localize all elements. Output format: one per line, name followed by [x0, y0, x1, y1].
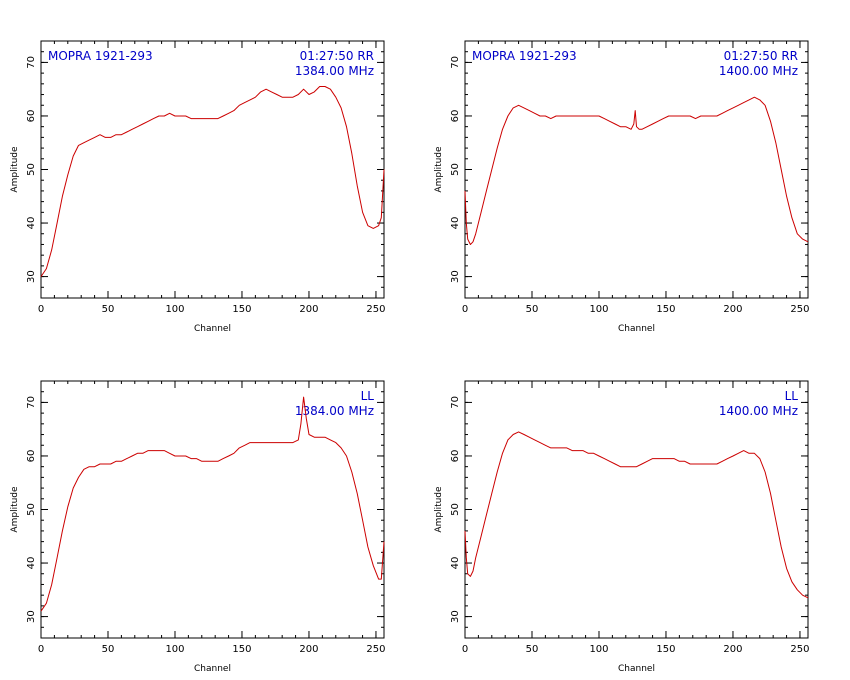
- y-axis-title: Amplitude: [434, 146, 444, 193]
- panel-ll-1384: 0 50 100 150 200 250 30 40 50 60 70 Channel Amplitud…: [10, 380, 386, 674]
- x-tick-label: 200: [723, 304, 742, 315]
- x-axis-title: Channel: [194, 324, 231, 334]
- source-label: MOPRA 1921-293: [48, 49, 153, 63]
- y-tick-label: 30: [26, 610, 37, 623]
- x-tick-label: 250: [790, 644, 809, 655]
- plot-frame: [464, 40, 809, 299]
- amplitude-series-line: [464, 431, 809, 599]
- x-axis-title: Channel: [618, 324, 655, 334]
- plot-frame: [40, 380, 385, 639]
- x-tick-label: 100: [165, 644, 184, 655]
- x-tick-label: 0: [462, 304, 468, 315]
- y-tick-label: 50: [26, 163, 37, 176]
- polarization-label: LL: [785, 389, 799, 403]
- x-tick-label: 100: [165, 304, 184, 315]
- y-tick-label: 40: [450, 217, 461, 230]
- frequency-label: 1384.00 MHz: [295, 64, 374, 78]
- y-tick-label: 70: [450, 396, 461, 409]
- x-tick-label: 100: [589, 644, 608, 655]
- y-axis-title: Amplitude: [10, 486, 20, 533]
- x-tick-label: 200: [299, 644, 318, 655]
- amplitude-series-line: [40, 86, 385, 277]
- x-tick-label: 100: [589, 304, 608, 315]
- panel-ll-1400: 0 50 100 150 200 250 30 40 50 60 70 Channel Amplitud…: [434, 380, 810, 674]
- x-tick-label: 50: [526, 644, 539, 655]
- y-tick-label: 60: [450, 110, 461, 123]
- x-axis-title: Channel: [618, 664, 655, 674]
- x-axis-title: Channel: [194, 664, 231, 674]
- amplitude-series-line: [464, 96, 809, 245]
- frequency-label: 1400.00 MHz: [719, 404, 798, 418]
- y-tick-label: 70: [26, 56, 37, 69]
- y-tick-label: 60: [26, 110, 37, 123]
- y-tick-label: 50: [450, 503, 461, 516]
- y-tick-label: 60: [26, 450, 37, 463]
- x-tick-label: 50: [102, 304, 115, 315]
- y-tick-label: 70: [450, 56, 461, 69]
- y-axis-title: Amplitude: [434, 486, 444, 533]
- x-tick-label: 200: [299, 304, 318, 315]
- x-tick-label: 150: [232, 304, 251, 315]
- x-tick-label: 50: [102, 644, 115, 655]
- panel-rr-1400: 0 50 100 150 200 250 30 40 50 60 70 Channel Amplitud…: [434, 40, 810, 334]
- y-axis-title: Amplitude: [10, 146, 20, 193]
- polarization-label: LL: [361, 389, 375, 403]
- x-tick-label: 0: [38, 304, 44, 315]
- x-tick-label: 200: [723, 644, 742, 655]
- y-tick-label: 30: [450, 270, 461, 283]
- y-tick-label: 30: [450, 610, 461, 623]
- polarization-label: 01:27:50 RR: [724, 49, 798, 63]
- x-tick-label: 250: [790, 304, 809, 315]
- plot-frame: [464, 380, 809, 639]
- x-tick-label: 150: [656, 644, 675, 655]
- frequency-label: 1400.00 MHz: [719, 64, 798, 78]
- panel-rr-1384: 0 50 100 150 200 250 30 40 50 60 70 Channel Amplitud…: [10, 40, 386, 334]
- y-tick-label: 70: [26, 396, 37, 409]
- frequency-label: 1384.00 MHz: [295, 404, 374, 418]
- x-tick-label: 150: [656, 304, 675, 315]
- amplitude-series-line: [40, 396, 385, 612]
- plot-frame: [40, 40, 385, 299]
- y-tick-label: 30: [26, 270, 37, 283]
- x-tick-label: 50: [526, 304, 539, 315]
- y-tick-label: 40: [26, 557, 37, 570]
- source-label: MOPRA 1921-293: [472, 49, 577, 63]
- y-tick-label: 60: [450, 450, 461, 463]
- x-tick-label: 250: [366, 304, 385, 315]
- y-tick-label: 40: [26, 217, 37, 230]
- y-tick-label: 50: [26, 503, 37, 516]
- polarization-label: 01:27:50 RR: [300, 49, 374, 63]
- x-tick-label: 150: [232, 644, 251, 655]
- y-tick-label: 40: [450, 557, 461, 570]
- x-tick-label: 0: [462, 644, 468, 655]
- x-tick-label: 250: [366, 644, 385, 655]
- x-tick-label: 0: [38, 644, 44, 655]
- y-tick-label: 50: [450, 163, 461, 176]
